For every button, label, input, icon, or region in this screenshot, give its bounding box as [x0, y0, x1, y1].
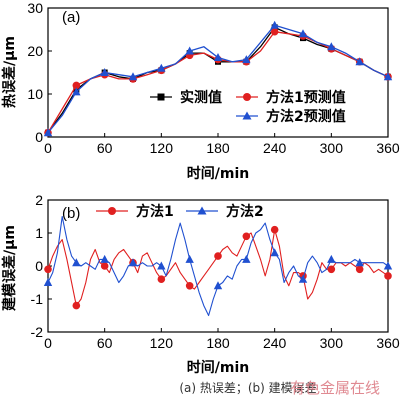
plot-area-a: 0 60 120 180 240 300 360 0 10 20 30 — [27, 0, 399, 156]
y-tick-label: 2 — [35, 192, 43, 208]
data-point-series-2 — [327, 254, 336, 263]
series-line-1 — [47, 229, 389, 307]
panel-a-label: (a) — [62, 9, 80, 26]
x-tick-label: 0 — [44, 335, 52, 351]
y-tick-label: 30 — [27, 0, 43, 16]
plot-frame — [47, 199, 389, 333]
data-point-series-2 — [270, 248, 279, 257]
data-point-series-2 — [242, 254, 251, 263]
data-point-series-3 — [100, 68, 109, 76]
plot-area-b: 0 60 120 180 240 300 360 -2 -1 0 1 2 — [31, 192, 400, 351]
x-tick-label: 240 — [263, 335, 287, 351]
data-point-series-3 — [128, 72, 138, 81]
data-point-series-1 — [214, 252, 222, 260]
data-point-series-2 — [43, 278, 53, 286]
data-point-series-1 — [72, 301, 81, 310]
data-point-series-1 — [185, 282, 194, 290]
y-tick-label: 0 — [35, 258, 43, 274]
legend-marker-method1-b — [108, 207, 116, 215]
data-point-series-1 — [242, 232, 251, 241]
legend-marker-method1 — [243, 93, 251, 101]
data-point-series-2 — [128, 258, 138, 267]
y-tick-label: -2 — [31, 324, 44, 340]
x-tick-label: 0 — [44, 140, 52, 156]
legend-marker-measured — [157, 93, 165, 101]
panel-a-x-axis-title: 时间/min — [187, 165, 249, 182]
x-tick-label: 300 — [320, 335, 344, 351]
x-tick-label: 240 — [263, 140, 287, 156]
data-point-series-3 — [242, 55, 251, 64]
x-tick-label: 120 — [150, 140, 174, 156]
data-point-series-2 — [383, 261, 393, 270]
data-point-series-3 — [213, 52, 223, 61]
panel-b-label: (b) — [62, 205, 80, 222]
data-point-series-3 — [43, 128, 53, 137]
legend-marker-method2 — [242, 111, 252, 120]
panel-b: 0 60 120 180 240 300 360 -2 -1 0 1 2 (b) 建模误差/μm 时间… — [1, 192, 400, 376]
data-point-series-1 — [355, 265, 364, 274]
panel-b-x-axis-title: 时间/min — [187, 359, 249, 376]
data-point-series-2 — [298, 274, 308, 283]
data-point-series-1 — [327, 265, 336, 274]
data-point-series-1 — [100, 262, 109, 270]
panel-a-legend: 实测值 方法1预测值 方法2预测值 — [150, 89, 346, 125]
y-tick-label: 20 — [27, 43, 43, 59]
panel-a-y-axis-title: 热误差/μm — [1, 36, 18, 108]
data-point-series-3 — [298, 29, 308, 38]
data-point-series-2 — [100, 254, 109, 263]
watermark: 有色金属在线 — [290, 379, 380, 397]
y-tick-label: 0 — [35, 129, 43, 145]
legend-label-measured: 实测值 — [180, 89, 222, 106]
data-point-series-2 — [157, 261, 166, 270]
legend-marker-method2-b — [197, 206, 207, 215]
y-tick-label: -1 — [31, 291, 44, 307]
data-point-series-2 — [72, 258, 81, 267]
data-point-series-3 — [72, 87, 81, 96]
panel-a: 0 60 120 180 240 300 360 0 10 20 30 (a) 热误差/μm 时间/… — [1, 0, 400, 182]
figure-caption: (a) 热误差；(b) 建模误差 — [179, 381, 316, 395]
data-point-series-1 — [44, 265, 52, 274]
data-point-series-1 — [157, 275, 166, 284]
x-tick-label: 60 — [97, 140, 113, 156]
data-point-series-3 — [355, 57, 364, 66]
data-point-series-3 — [185, 46, 194, 55]
x-tick-label: 360 — [376, 335, 400, 351]
x-tick-label: 180 — [206, 335, 230, 351]
panel-b-legend: 方法1 方法2 — [96, 203, 264, 220]
data-point-series-2 — [72, 81, 81, 90]
y-tick-label: 1 — [35, 225, 43, 241]
x-tick-label: 300 — [320, 140, 344, 156]
x-tick-label: 360 — [376, 140, 400, 156]
data-point-series-2 — [185, 254, 194, 263]
legend-label-method1: 方法1预测值 — [266, 89, 346, 106]
data-point-series-2 — [355, 258, 364, 267]
data-point-series-1 — [384, 272, 392, 280]
y-tick-label: 10 — [27, 86, 43, 102]
series-line-2 — [47, 215, 389, 317]
legend-label-method2-b: 方法2 — [226, 203, 264, 220]
data-point-series-3 — [270, 20, 279, 29]
data-point-series-1 — [270, 225, 279, 234]
data-point-series-2 — [270, 27, 279, 36]
x-tick-label: 60 — [97, 335, 113, 351]
data-point-series-2 — [213, 281, 223, 290]
data-point-series-3 — [383, 72, 393, 81]
data-point-series-3 — [157, 63, 166, 72]
panel-b-y-axis-title: 建模误差/μm — [1, 225, 18, 311]
data-point-series-3 — [327, 42, 336, 51]
legend-label-method1-b: 方法1 — [136, 203, 174, 220]
x-tick-label: 180 — [206, 140, 230, 156]
legend-label-method2: 方法2预测值 — [266, 108, 346, 125]
x-tick-label: 120 — [150, 335, 174, 351]
